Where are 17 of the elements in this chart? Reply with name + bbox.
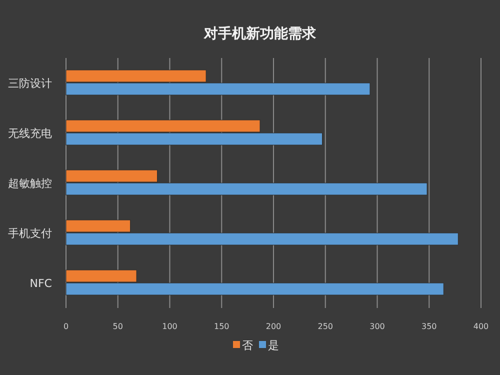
x-tick-label: 150: [214, 322, 230, 331]
chart-title: 对手机新功能需求: [203, 25, 317, 42]
y-tick-label: NFC: [30, 277, 52, 290]
x-tick-label: 250: [318, 322, 334, 331]
y-tick-label: 无线充电: [8, 127, 52, 140]
x-tick-label: 50: [112, 322, 123, 331]
x-tick-label: 350: [421, 322, 437, 331]
x-tick-label: 300: [370, 322, 385, 331]
legend-label: 否: [242, 339, 253, 352]
legend-label: 是: [268, 339, 279, 352]
y-tick-label: 手机支付: [8, 227, 52, 240]
x-tick-label: 0: [63, 322, 69, 331]
y-tick-label: 超敏触控: [8, 177, 52, 190]
y-tick-label: 三防设计: [8, 77, 52, 90]
x-tick-label: 100: [162, 322, 178, 331]
x-tick-label: 400: [473, 322, 489, 331]
x-tick-label: 200: [266, 322, 282, 331]
